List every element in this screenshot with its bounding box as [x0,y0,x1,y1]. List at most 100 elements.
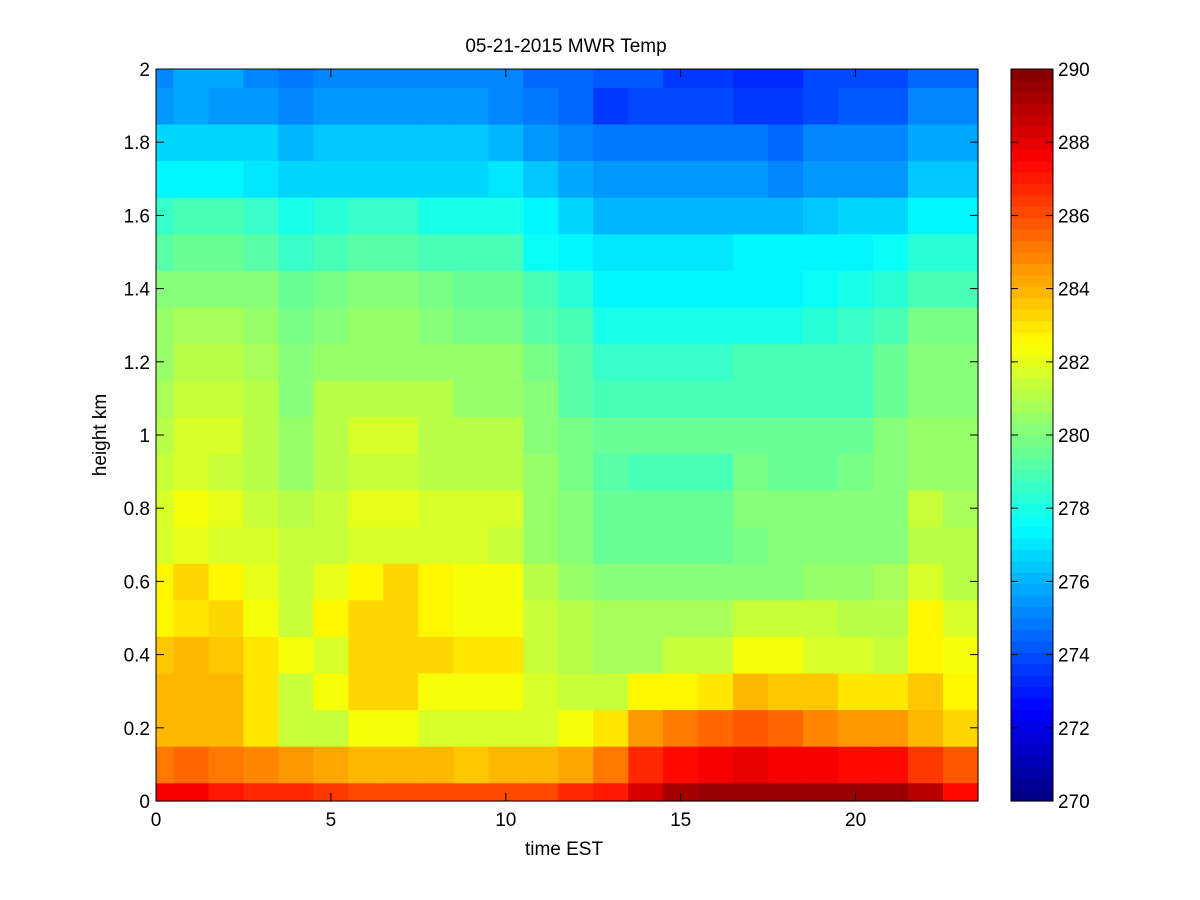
heatmap-cell [348,416,384,454]
heatmap-cell [628,233,664,271]
heatmap-cell [698,160,734,198]
heatmap-cell [943,69,979,88]
heatmap-cell [593,123,629,162]
y-tick-label: 2 [139,60,150,81]
heatmap-cell [313,782,349,802]
heatmap-cell [418,636,454,674]
heatmap-cell [943,87,979,125]
heatmap-cell [523,123,559,162]
heatmap-cell [908,416,944,454]
heatmap-cell [838,782,874,802]
heatmap-cell [243,197,280,235]
colorbar-level [1011,537,1053,550]
heatmap-cell [523,87,559,125]
heatmap-cell [663,599,699,637]
heatmap-cell [208,416,245,454]
heatmap-cell [418,270,454,308]
colorbar-level [1011,183,1053,196]
heatmap-cell [156,87,175,125]
heatmap-cell [733,270,769,308]
heatmap-cell [873,233,909,271]
colorbar-level [1011,286,1053,299]
colorbar-level [1011,343,1053,356]
heatmap-cell [418,380,454,418]
heatmap-cell [558,270,594,308]
heatmap-cell [908,709,944,747]
heatmap-cell [208,306,245,345]
heatmap-cell [803,599,839,637]
heatmap-cell [173,489,210,528]
heatmap-cell [663,526,699,564]
heatmap-cell [383,197,419,235]
heatmap-cell [488,270,524,308]
heatmap-cell [663,672,699,711]
heatmap-cell [156,489,175,528]
heatmap-cell [243,416,280,454]
heatmap-cell [523,453,559,491]
heatmap-cell [628,453,664,491]
heatmap-cell [383,746,419,784]
heatmap-cell [908,672,944,711]
heatmap-cell [383,233,419,271]
heatmap-cell [523,416,559,454]
colorbar-level [1011,549,1053,562]
heatmap-cell [208,563,245,601]
heatmap-cell [558,782,594,802]
heatmap-cell [418,563,454,601]
heatmap-cell [908,69,944,88]
heatmap-cell [908,233,944,271]
heatmap-cell [488,672,524,711]
heatmap-cell [418,489,454,528]
heatmap-cell [628,746,664,784]
heatmap-cell [156,233,175,271]
heatmap-cell [383,270,419,308]
heatmap-cell [208,599,245,637]
heatmap-cell [418,453,454,491]
heatmap-cell [558,380,594,418]
heatmap-cell [173,599,210,637]
heatmap-cell [838,453,874,491]
heatmap-cell [453,69,489,88]
x-tick-label: 5 [326,810,337,831]
heatmap-cell [173,526,210,564]
x-tick-label: 0 [151,810,162,831]
heatmap-cell [208,87,245,125]
colorbar-level [1011,137,1053,150]
heatmap-cell [208,123,245,162]
heatmap-cell [628,782,664,802]
heatmap-cell [838,160,874,198]
heatmap-cell [698,636,734,674]
heatmap-cell [278,87,315,125]
colorbar-tick-label: 278 [1058,499,1090,520]
heatmap-cell [733,782,769,802]
colorbar-level [1011,171,1053,184]
heatmap-cell [278,782,315,802]
heatmap-cell [173,782,210,802]
heatmap-cell [663,306,699,345]
heatmap-cell [803,563,839,601]
heatmap-cell [593,453,629,491]
heatmap-cell [488,416,524,454]
heatmap-cell [803,746,839,784]
colorbar-tick-label: 282 [1058,353,1090,374]
heatmap-cell [348,123,384,162]
heatmap-cell [838,489,874,528]
heatmap-cell [453,160,489,198]
heatmap-cell [908,160,944,198]
heatmap-cell [558,672,594,711]
heatmap-cell [733,69,769,88]
heatmap-cell [873,672,909,711]
heatmap-cell [768,782,804,802]
colorbar-level [1011,69,1053,82]
heatmap-cell [278,306,315,345]
heatmap-cell [383,782,419,802]
colorbar-level [1011,423,1053,436]
heatmap-cell [768,380,804,418]
heatmap-cell [733,416,769,454]
heatmap-cell [558,599,594,637]
heatmap-cell [278,270,315,308]
heatmap-cell [698,453,734,491]
heatmap-cell [523,489,559,528]
heatmap-cell [313,709,349,747]
heatmap-cell [156,270,175,308]
